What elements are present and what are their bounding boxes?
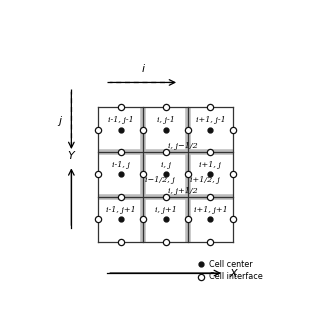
Text: i-1, j: i-1, j (112, 161, 130, 169)
Text: i, j-1: i, j-1 (157, 116, 174, 124)
Text: i−1/2, j: i−1/2, j (145, 176, 175, 184)
Text: i+1/2, j: i+1/2, j (190, 176, 220, 184)
Text: $Y$: $Y$ (67, 149, 76, 161)
Text: $X$: $X$ (229, 267, 240, 279)
Text: i+1, j-1: i+1, j-1 (195, 116, 225, 124)
Text: i-1, j-1: i-1, j-1 (108, 116, 134, 124)
Text: i-1, j+1: i-1, j+1 (106, 206, 136, 214)
Text: i, j+1: i, j+1 (155, 206, 176, 214)
Text: Cell center: Cell center (210, 260, 253, 269)
Text: i, j: i, j (161, 161, 171, 169)
Text: i+1, j: i+1, j (199, 161, 221, 169)
Text: i+1, j+1: i+1, j+1 (193, 206, 227, 214)
Text: i, j−1/2: i, j−1/2 (168, 142, 198, 150)
Text: i, j+1/2: i, j+1/2 (168, 187, 198, 195)
Text: $j$: $j$ (57, 114, 63, 127)
Text: Cell interface: Cell interface (210, 272, 263, 281)
Text: $i$: $i$ (141, 62, 146, 74)
